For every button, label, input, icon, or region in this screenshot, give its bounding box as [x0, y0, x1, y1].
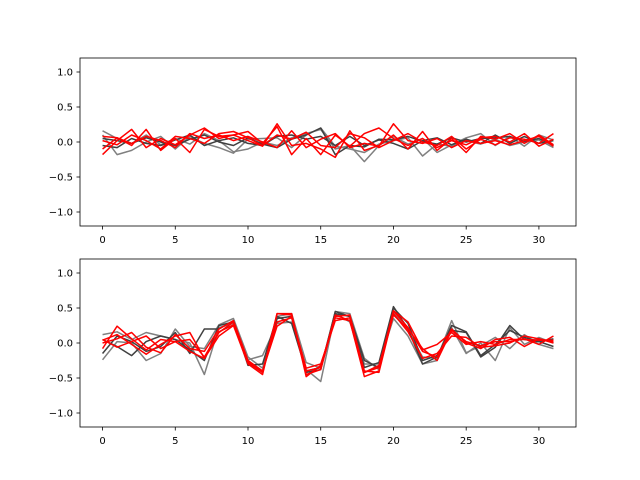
top-series-group — [101, 123, 554, 163]
top-series-line-8 — [102, 130, 554, 150]
bottom-tick-group: 0 5 10 15 20 25 30 1.0 0.5 0.0 −0.5 −1.0 — [49, 269, 546, 447]
top-x-tick-label: 15 — [314, 235, 327, 246]
bottom-x-tick-label: 30 — [533, 436, 546, 447]
bottom-y-tick-label: −1.0 — [49, 409, 73, 420]
bottom-y-tick-label: 1.0 — [57, 269, 73, 280]
top-y-tick-label: 1.0 — [57, 68, 73, 79]
bottom-x-tick-label: 10 — [242, 436, 255, 447]
bottom-x-tick-label: 20 — [387, 436, 400, 447]
top-series-line-6 — [102, 123, 554, 159]
top-x-tick-label: 5 — [172, 235, 178, 246]
top-y-tick-label: 0.5 — [57, 103, 73, 114]
top-y-tick-label: −0.5 — [49, 173, 73, 184]
bottom-x-tick-label: 15 — [314, 436, 327, 447]
bottom-x-tick-label: 0 — [99, 436, 105, 447]
top-x-tick-label: 10 — [242, 235, 255, 246]
top-y-tick-label: 0.0 — [57, 138, 73, 149]
top-x-tick-label: 0 — [99, 235, 105, 246]
top-subplot: 0 5 10 15 20 25 30 1.0 0.5 0.0 −0.5 −1.0 — [49, 57, 577, 246]
bottom-y-tick-label: −0.5 — [49, 374, 73, 385]
top-tick-group: 0 5 10 15 20 25 30 1.0 0.5 0.0 −0.5 −1.0 — [49, 68, 546, 246]
top-x-tick-label: 30 — [533, 235, 546, 246]
top-x-tick-label: 25 — [460, 235, 473, 246]
bottom-y-tick-label: 0.5 — [57, 304, 73, 315]
bottom-x-tick-label: 25 — [460, 436, 473, 447]
bottom-x-tick-label: 5 — [172, 436, 178, 447]
top-x-tick-label: 20 — [387, 235, 400, 246]
bottom-y-tick-label: 0.0 — [57, 339, 73, 350]
bottom-series-line-8 — [102, 312, 554, 374]
top-series-line-7 — [102, 123, 554, 150]
bottom-subplot: 0 5 10 15 20 25 30 1.0 0.5 0.0 −0.5 −1.0 — [49, 258, 577, 447]
top-y-tick-label: −1.0 — [49, 208, 73, 219]
bottom-series-group — [101, 305, 554, 383]
